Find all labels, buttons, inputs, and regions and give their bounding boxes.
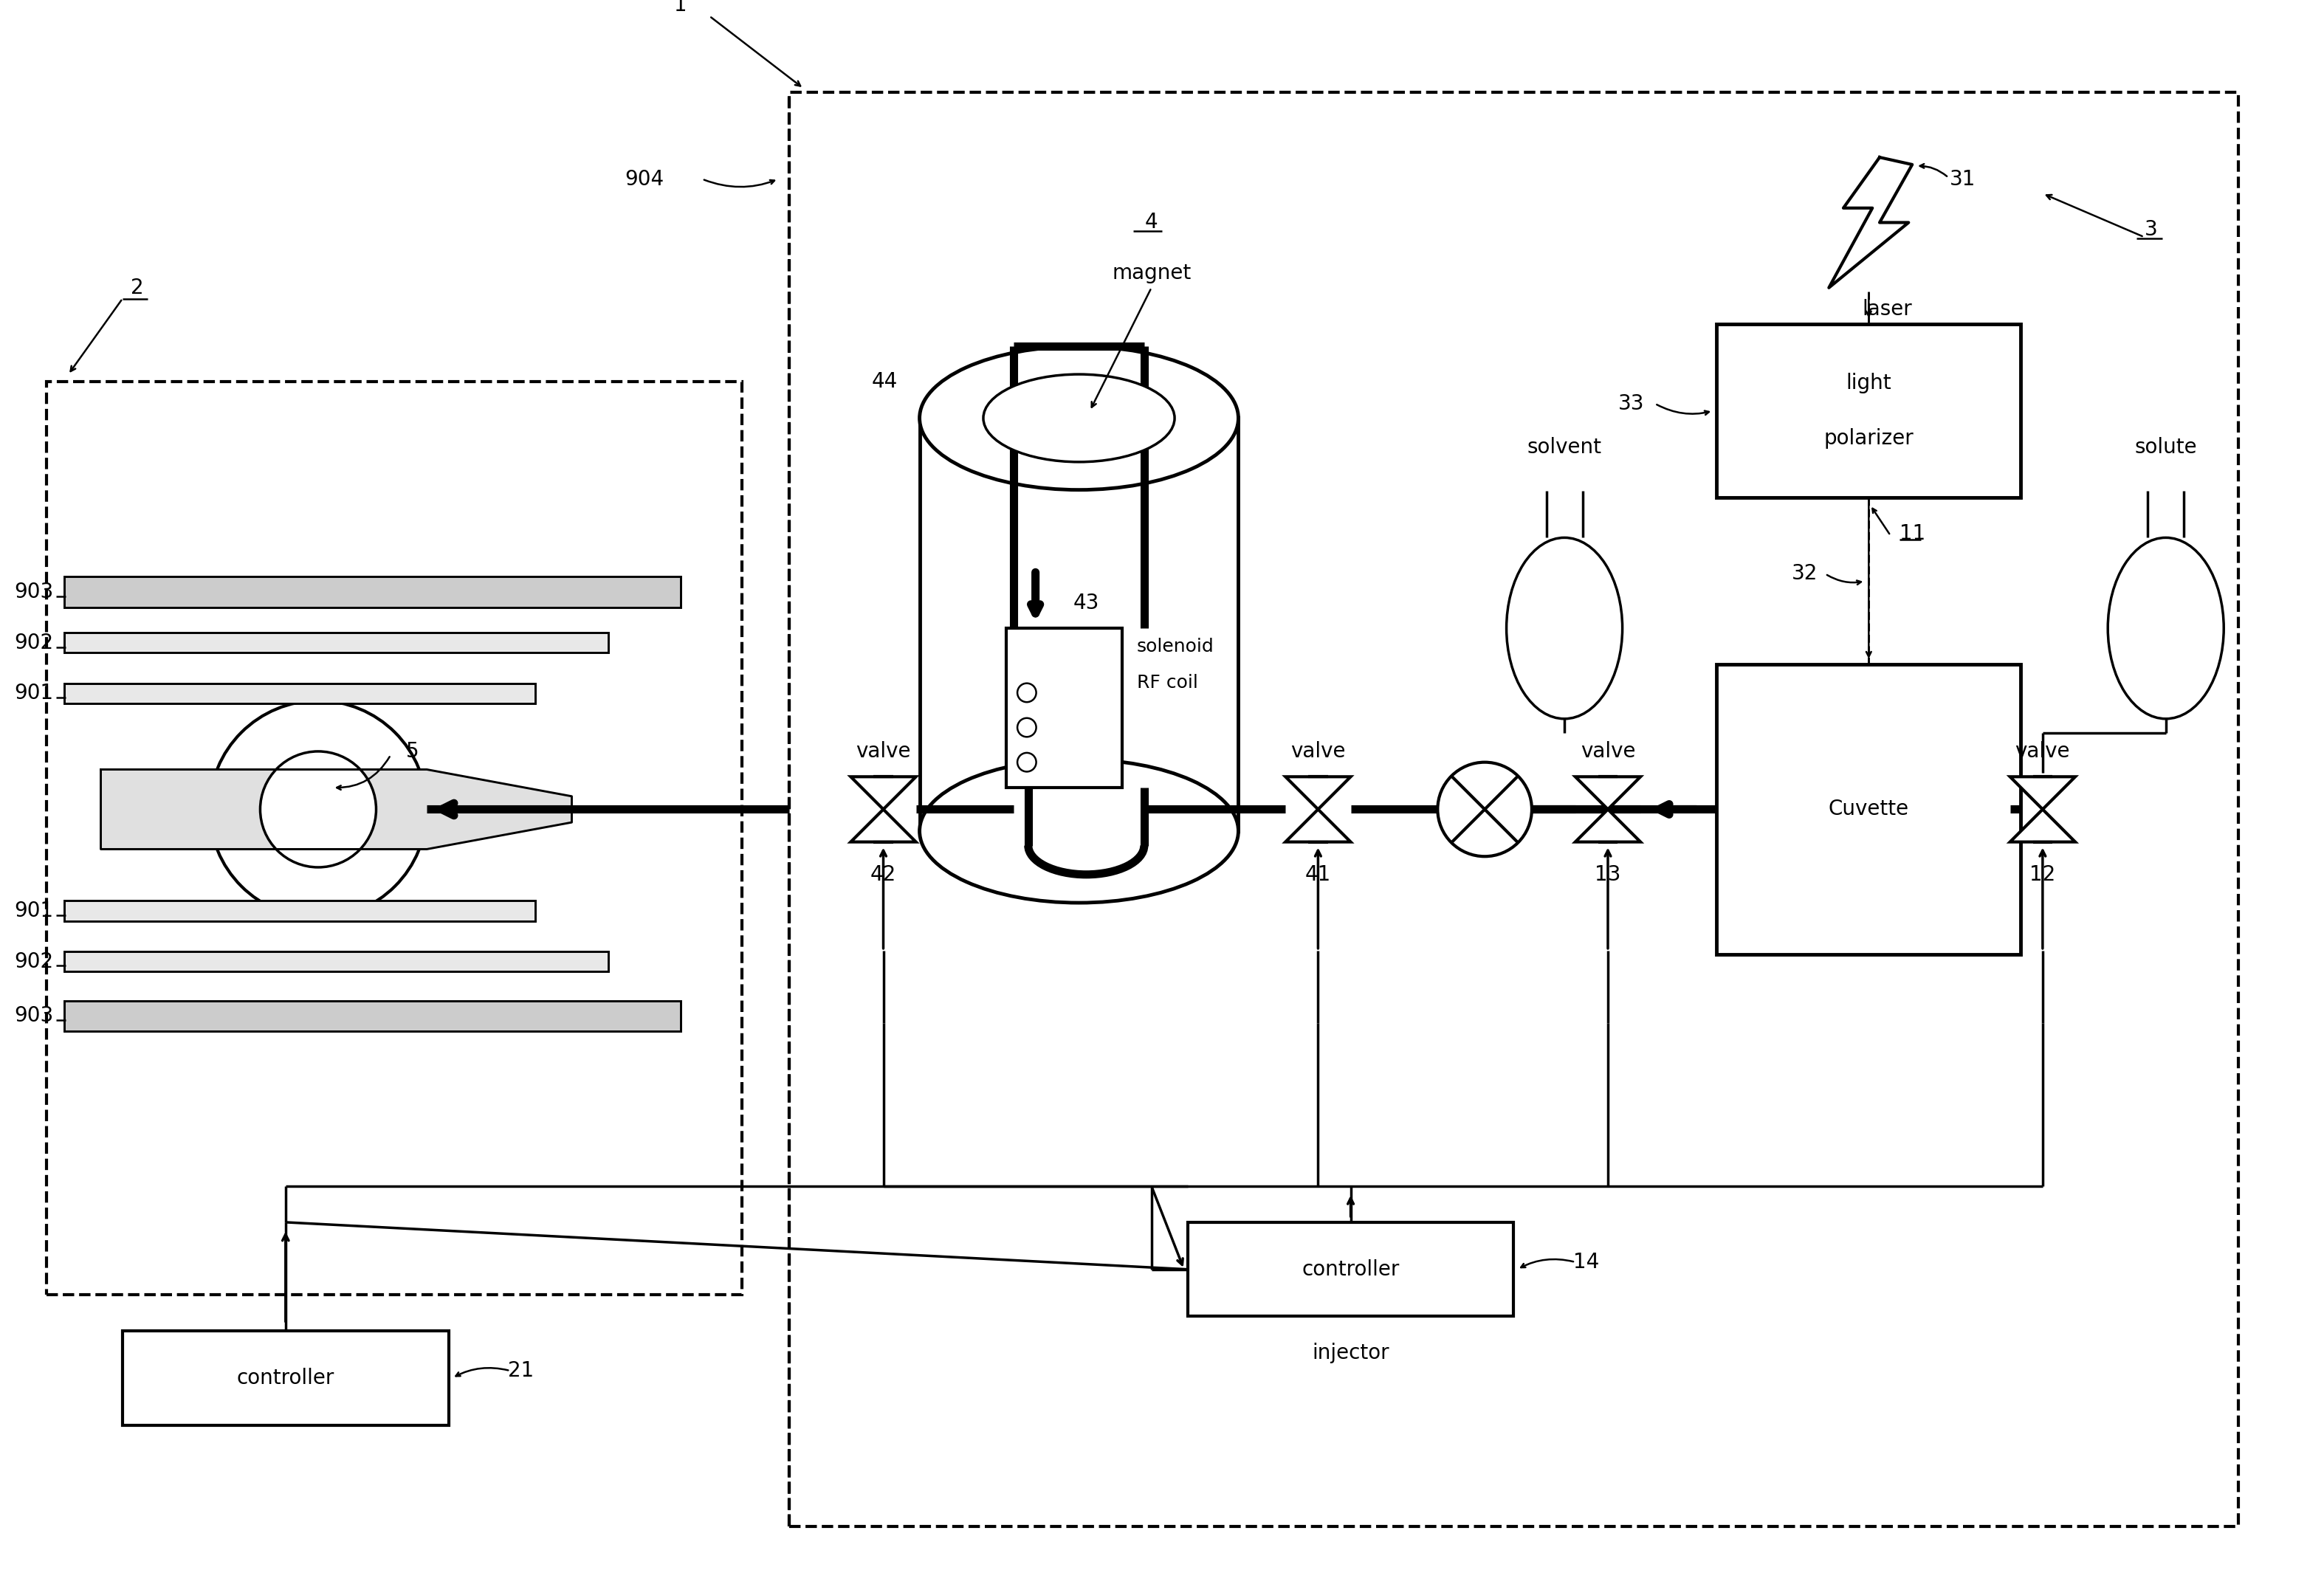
Text: 902: 902: [14, 951, 53, 972]
Polygon shape: [1285, 809, 1350, 842]
Bar: [920, 418, 1239, 831]
Text: solute: solute: [2133, 436, 2196, 457]
Text: solvent: solvent: [1527, 436, 1601, 457]
Text: 5: 5: [407, 741, 418, 761]
Text: 44: 44: [872, 372, 897, 392]
Text: 2: 2: [130, 278, 144, 298]
Text: valve: valve: [1580, 741, 1636, 761]
Bar: [1188, 1223, 1513, 1316]
Circle shape: [209, 700, 428, 918]
Polygon shape: [100, 769, 572, 849]
Bar: [1717, 323, 2022, 498]
Text: 43: 43: [1074, 592, 1099, 614]
Text: 14: 14: [1573, 1251, 1599, 1272]
Ellipse shape: [920, 760, 1239, 903]
Text: light: light: [1845, 374, 1892, 394]
Text: 901: 901: [14, 683, 53, 703]
Bar: [65, 683, 535, 703]
Bar: [65, 951, 609, 972]
Text: 1: 1: [674, 0, 688, 16]
Text: controller: controller: [1301, 1259, 1399, 1280]
Polygon shape: [2010, 777, 2075, 809]
Text: magnet: magnet: [1111, 262, 1190, 284]
Bar: [65, 901, 535, 922]
Bar: [1006, 628, 1122, 788]
Circle shape: [260, 752, 376, 867]
Text: 13: 13: [1594, 864, 1620, 885]
Text: valve: valve: [855, 741, 911, 761]
Text: controller: controller: [237, 1367, 335, 1388]
Text: valve: valve: [2015, 741, 2071, 761]
Text: 3: 3: [2145, 220, 2159, 240]
Ellipse shape: [983, 374, 1174, 462]
Circle shape: [1018, 754, 1037, 771]
Text: laser: laser: [1862, 300, 1913, 320]
Text: 4: 4: [1146, 212, 1157, 232]
Text: 31: 31: [1950, 168, 1975, 190]
Polygon shape: [1285, 777, 1350, 809]
Text: injector: injector: [1313, 1342, 1390, 1363]
Text: 903: 903: [14, 1005, 53, 1027]
Text: 21: 21: [509, 1361, 535, 1382]
Ellipse shape: [920, 347, 1239, 490]
Text: 903: 903: [14, 581, 53, 603]
Bar: [65, 576, 681, 608]
Polygon shape: [851, 809, 916, 842]
Bar: [123, 1331, 449, 1426]
Text: 32: 32: [1792, 564, 1817, 584]
Bar: [65, 576, 681, 608]
Text: 11: 11: [1899, 524, 1924, 545]
Circle shape: [1439, 763, 1532, 856]
Bar: [65, 633, 609, 653]
Polygon shape: [1576, 809, 1641, 842]
Polygon shape: [851, 777, 916, 809]
Bar: [1717, 664, 2022, 955]
Text: 41: 41: [1306, 864, 1332, 885]
Text: 904: 904: [625, 168, 665, 190]
Text: 33: 33: [1618, 394, 1643, 414]
Bar: [65, 1000, 681, 1031]
Text: polarizer: polarizer: [1824, 429, 1913, 449]
Bar: [65, 1000, 681, 1031]
Ellipse shape: [2108, 537, 2224, 719]
Polygon shape: [1829, 157, 1913, 287]
Text: 901: 901: [14, 901, 53, 922]
Bar: [790, 93, 2238, 1526]
Text: solenoid: solenoid: [1136, 637, 1213, 655]
Text: 12: 12: [2029, 864, 2057, 885]
Polygon shape: [2010, 809, 2075, 842]
Text: Cuvette: Cuvette: [1829, 799, 1908, 820]
Circle shape: [1018, 683, 1037, 702]
Circle shape: [1018, 717, 1037, 736]
Text: 42: 42: [869, 864, 897, 885]
Text: 902: 902: [14, 633, 53, 653]
Text: RF coil: RF coil: [1136, 674, 1199, 691]
Ellipse shape: [1506, 537, 1622, 719]
Text: valve: valve: [1290, 741, 1346, 761]
Bar: [46, 382, 741, 1295]
Polygon shape: [1576, 777, 1641, 809]
